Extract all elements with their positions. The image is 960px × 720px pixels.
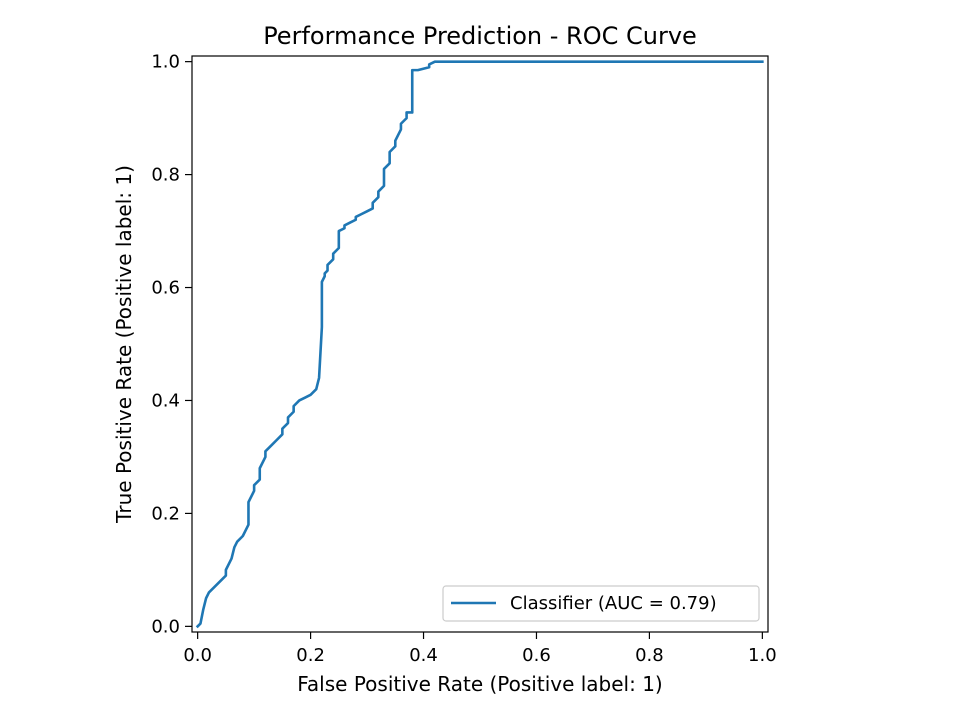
y-tick-label: 0.0 [151, 616, 180, 637]
x-axis: 0.0 0.2 0.4 0.6 0.8 1.0 [183, 632, 777, 666]
legend-label: Classifier (AUC = 0.79) [510, 593, 717, 614]
chart-title: Performance Prediction - ROC Curve [263, 22, 697, 50]
y-axis-label: True Positive Rate (Positive label: 1) [112, 165, 136, 524]
y-tick-label: 0.4 [151, 390, 180, 411]
roc-curve-line [195, 60, 764, 629]
x-tick-label: 1.0 [748, 645, 777, 666]
x-tick-label: 0.2 [296, 645, 325, 666]
series-layer [195, 60, 764, 629]
y-tick-label: 0.6 [151, 278, 180, 299]
y-axis: 0.0 0.2 0.4 0.6 0.8 1.0 [151, 52, 192, 637]
x-tick-label: 0.4 [409, 645, 438, 666]
x-axis-label: False Positive Rate (Positive label: 1) [297, 672, 663, 696]
legend: Classifier (AUC = 0.79) [442, 585, 760, 622]
x-tick-label: 0.0 [183, 645, 212, 666]
y-tick-label: 0.2 [151, 503, 180, 524]
y-tick-label: 0.8 [151, 165, 180, 186]
x-tick-label: 0.8 [635, 645, 664, 666]
x-tick-label: 0.6 [522, 645, 551, 666]
legend-box [442, 585, 760, 622]
plot-area [191, 55, 769, 633]
y-tick-label: 1.0 [151, 52, 180, 73]
axes-frame [191, 55, 769, 633]
